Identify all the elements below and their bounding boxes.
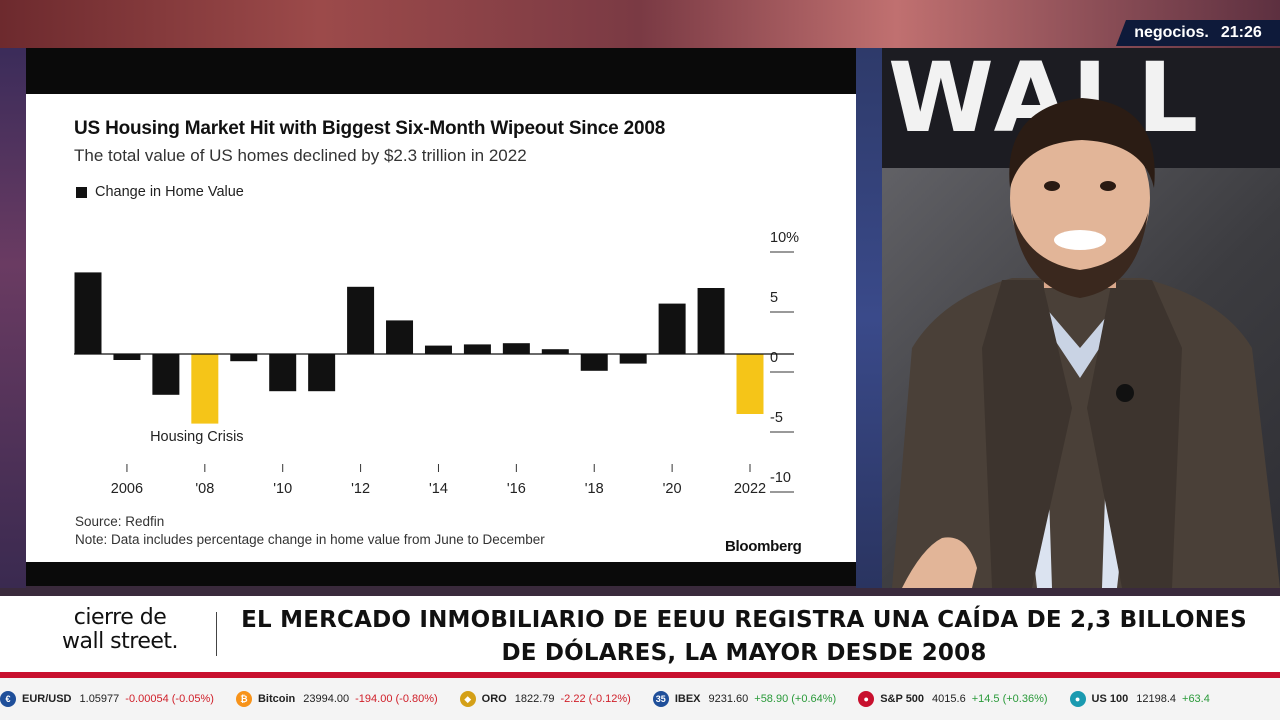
ticker-price: 23994.00 (303, 693, 350, 705)
lower-third-accent (0, 672, 1280, 678)
lower-third (0, 596, 1280, 672)
presenter-figure (892, 98, 1280, 588)
y-tick-label: -5 (770, 410, 783, 426)
x-tick-label: '14 (429, 481, 448, 497)
x-tick-label: '18 (585, 481, 604, 497)
bar (308, 354, 336, 392)
legend-label: Change in Home Value (95, 184, 244, 200)
bar-chart: 10% 5 0 -5 -10 2006 '08 '10 '12 '14 '16 '18 '20 2022 H… (74, 230, 799, 497)
x-tick-label: '10 (273, 481, 292, 497)
y-tick-label: 5 (770, 290, 778, 306)
market-ticker: € EUR/USD 1.05977 -0.00054 (-0.05%) ₿ Bitcoin… (0, 678, 1280, 720)
ticker-name: US 100 (1091, 693, 1129, 705)
ticker-price: 1.05977 (79, 693, 120, 705)
ticker-symbol-icon: ₿ (235, 691, 252, 707)
bar (619, 354, 647, 364)
ticker-change: -2.22 (-0.12%) (560, 693, 631, 705)
ticker-symbol-icon: ◆ (459, 691, 476, 707)
program-name: cierre de wall street. (44, 606, 196, 654)
ticker-change: +58.90 (+0.64%) (754, 693, 837, 705)
news-headline: EL MERCADO INMOBILIARIO DE EEUU REGISTRA… (241, 607, 1247, 666)
ticker-item: ● S&P 500 4015.6 +14.5 (+0.36%) (858, 691, 1048, 707)
chart-subtitle: The total value of US homes declined by … (74, 146, 527, 165)
bar (541, 349, 569, 354)
x-tick-label: '16 (507, 481, 526, 497)
legend-swatch (76, 186, 87, 198)
ticker-symbol-icon: ● (858, 691, 875, 707)
chart-panel: US Housing Market Hit with Biggest Six-M… (26, 94, 856, 562)
bar (580, 354, 608, 371)
bloomberg-logo: Bloomberg (725, 538, 802, 555)
bar (230, 354, 258, 362)
ticker-change: -0.00054 (-0.05%) (125, 693, 214, 705)
x-tick-label: 2022 (734, 481, 766, 497)
bar (386, 320, 414, 354)
ticker-item: € EUR/USD 1.05977 -0.00054 (-0.05%) (0, 691, 214, 707)
bar (502, 343, 530, 354)
bar (658, 303, 686, 354)
ticker-change: +14.5 (+0.36%) (971, 693, 1048, 705)
ticker-price: 4015.6 (932, 693, 966, 705)
chart-note: Note: Data includes percentage change in… (75, 532, 545, 547)
channel-name: negocios. (1134, 24, 1209, 41)
ticker-item: ● US 100 12198.4 +63.4 (1069, 691, 1210, 707)
ticker-name: IBEX (674, 693, 701, 705)
channel-badge: negocios. 21:26 (1116, 20, 1280, 46)
ticker-price: 1822.79 (514, 693, 555, 705)
annotation-housing-crisis: Housing Crisis (150, 429, 243, 445)
bar (347, 286, 375, 354)
ticker-symbol-icon: € (0, 691, 16, 707)
program-line-2: wall street. (61, 629, 179, 654)
ticker-item: ₿ Bitcoin 23994.00 -194.00 (-0.80%) (235, 691, 438, 707)
y-tick-label: -10 (770, 470, 791, 486)
channel-time: 21:26 (1220, 24, 1262, 41)
ticker-symbol-icon: ● (1069, 691, 1086, 707)
bar (697, 288, 725, 354)
chart-source: Source: Redfin (75, 514, 165, 529)
ticker-item: 35 IBEX 9231.60 +58.90 (+0.64%) (652, 691, 837, 707)
ticker-change: -194.00 (-0.80%) (355, 693, 438, 705)
ticker-name: S&P 500 (880, 693, 925, 705)
y-tick-label: 0 (770, 350, 778, 366)
bar (424, 345, 452, 354)
studio-background-top (0, 0, 1280, 48)
ticker-symbol-icon: 35 (652, 691, 669, 707)
ticker-item: ◆ ORO 1822.79 -2.22 (-0.12%) (459, 691, 631, 707)
studio-background-strip (856, 48, 882, 588)
lower-third-divider (216, 612, 217, 656)
studio-background-left (0, 48, 26, 588)
chart-title: US Housing Market Hit with Biggest Six-M… (74, 118, 666, 139)
ticker-change: +63.4 (1182, 693, 1210, 705)
bar (191, 354, 219, 424)
ticker-price: 9231.60 (708, 693, 749, 705)
x-tick-label: '12 (351, 481, 370, 497)
bar (463, 344, 491, 354)
presenter-video: WALL (882, 48, 1280, 588)
ticker-price: 12198.4 (1136, 693, 1177, 705)
x-tick-label: '08 (195, 481, 214, 497)
bar (152, 354, 180, 395)
chart-legend: Change in Home Value (76, 184, 244, 200)
y-tick-label: 10% (770, 230, 799, 246)
ticker-name: ORO (481, 693, 507, 705)
x-tick-label: 2006 (111, 481, 143, 497)
bar (269, 354, 297, 392)
bar (74, 272, 102, 354)
bar (113, 354, 141, 360)
program-line-1: cierre de (73, 605, 167, 630)
x-tick-label: '20 (663, 481, 682, 497)
ticker-name: Bitcoin (257, 693, 296, 705)
ticker-name: EUR/USD (22, 693, 72, 705)
bar (736, 354, 764, 414)
